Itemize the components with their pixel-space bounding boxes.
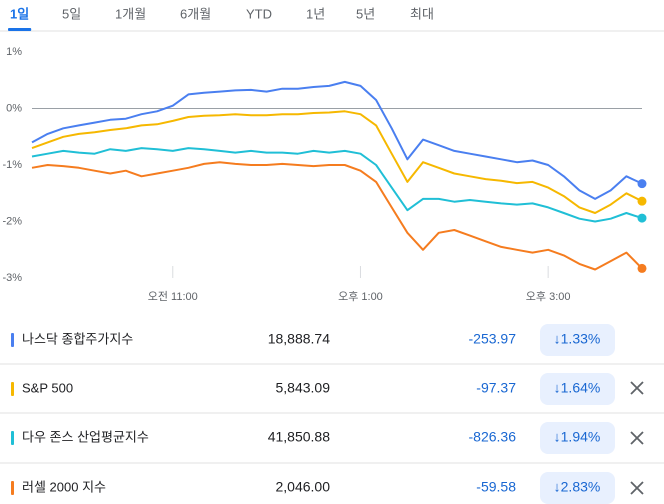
y-tick-label: 0% [6,102,22,114]
price: 2,046.00 [276,479,331,495]
change: -59.58 [476,479,516,495]
range-tab[interactable]: 최대 [410,6,434,21]
series-indicator [11,481,14,495]
series-line [31,110,643,214]
range-tab[interactable]: 1년 [306,6,325,21]
range-tab[interactable]: 1개월 [115,6,146,21]
x-tick-label: 오전 11:00 [148,290,198,303]
percent-change: ↓2.83% [554,479,601,495]
price: 18,888.74 [268,331,330,347]
percent-change: ↓1.64% [554,380,601,396]
end-dot [637,213,647,223]
range-tab[interactable]: 5년 [356,6,375,21]
range-tab[interactable]: 6개월 [180,6,211,21]
series-indicator [11,333,14,347]
series-indicator [11,382,14,396]
change: -253.97 [469,331,517,347]
end-dot [637,179,647,189]
percent-pill [540,324,615,356]
y-tick-label: -1% [2,159,22,171]
close-icons [630,381,644,495]
legend-entry[interactable]: 다우 존스 산업평균지수 [22,429,149,444]
end-dot [637,196,647,206]
price: 41,850.88 [268,429,330,445]
series-indicator [11,431,14,445]
close-button[interactable] [630,381,644,395]
legend-entry[interactable]: 나스닥 종합주가지수 [22,331,133,346]
change: -97.37 [476,380,516,396]
x-tick-label: 오후 3:00 [526,290,571,303]
percent-pill [540,472,615,504]
y-tick-label: -2% [2,215,22,227]
legend-entry[interactable]: 러셀 2000 지수 [22,479,106,494]
series-line [31,80,643,200]
tab-underline [8,28,32,31]
range-tab[interactable]: YTD [246,6,272,21]
close-button[interactable] [630,431,644,445]
series-line [31,147,643,223]
range-tab[interactable]: 5일 [62,6,81,21]
y-tick-label: -3% [2,272,22,284]
legend-entry[interactable]: S&P 500 [22,380,73,395]
series-line [31,161,643,271]
change: -826.36 [469,429,517,445]
y-tick-label: 1% [6,46,22,58]
percent-pill [540,373,615,405]
x-tick-label: 오후 1:00 [338,290,383,303]
percent-pill [540,422,615,454]
range-tab[interactable]: 1일 [10,6,29,21]
close-button[interactable] [630,481,644,495]
percent-change: ↓1.33% [554,331,601,347]
end-dot [637,263,647,273]
percent-change: ↓1.94% [554,429,601,445]
price: 5,843.09 [276,380,331,396]
